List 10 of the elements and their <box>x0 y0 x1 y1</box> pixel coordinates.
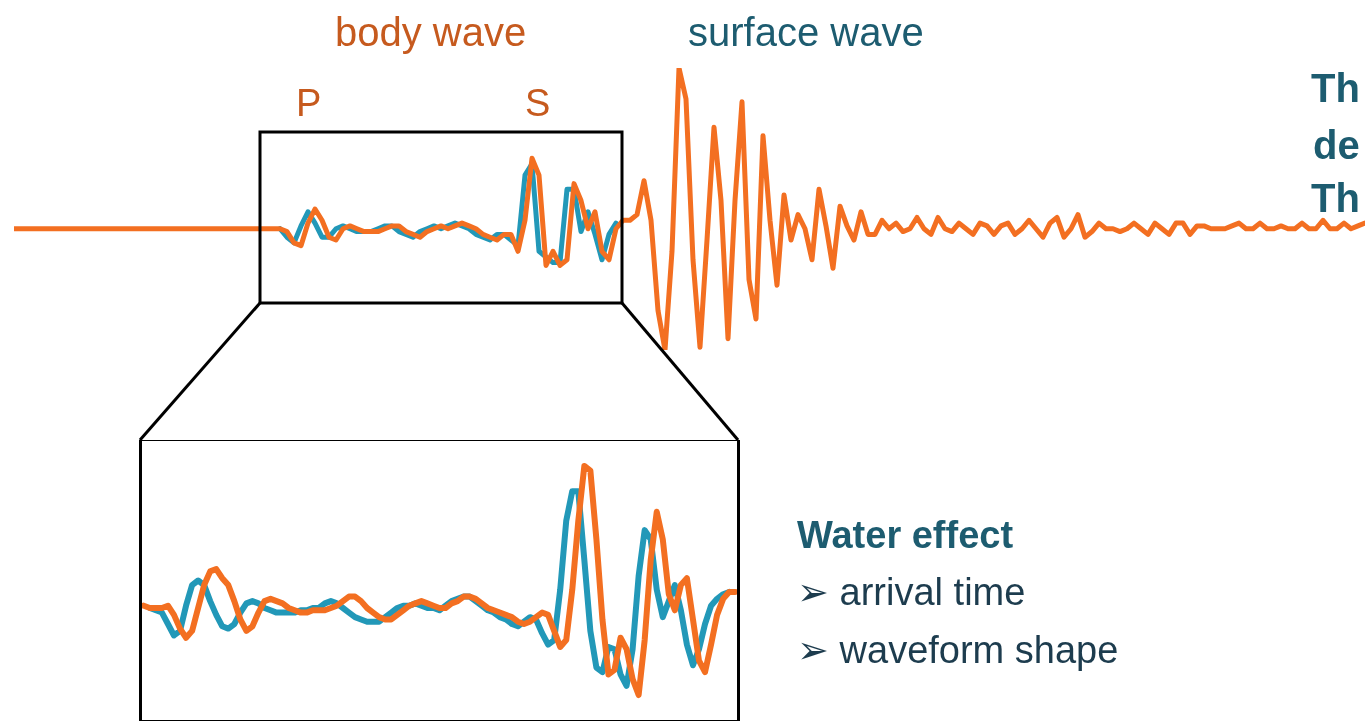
annotation: Th <box>1311 66 1360 110</box>
text: ➢ arrival time <box>797 571 1026 613</box>
annotation: Th <box>1311 176 1360 220</box>
text: ➢ waveform shape <box>797 629 1119 671</box>
annotation: S <box>525 82 551 124</box>
annotation: P <box>296 82 322 124</box>
text: body wave <box>335 10 527 54</box>
annotation: de <box>1313 123 1360 167</box>
text: surface wave <box>688 10 924 54</box>
text: Water effect <box>797 514 1014 556</box>
